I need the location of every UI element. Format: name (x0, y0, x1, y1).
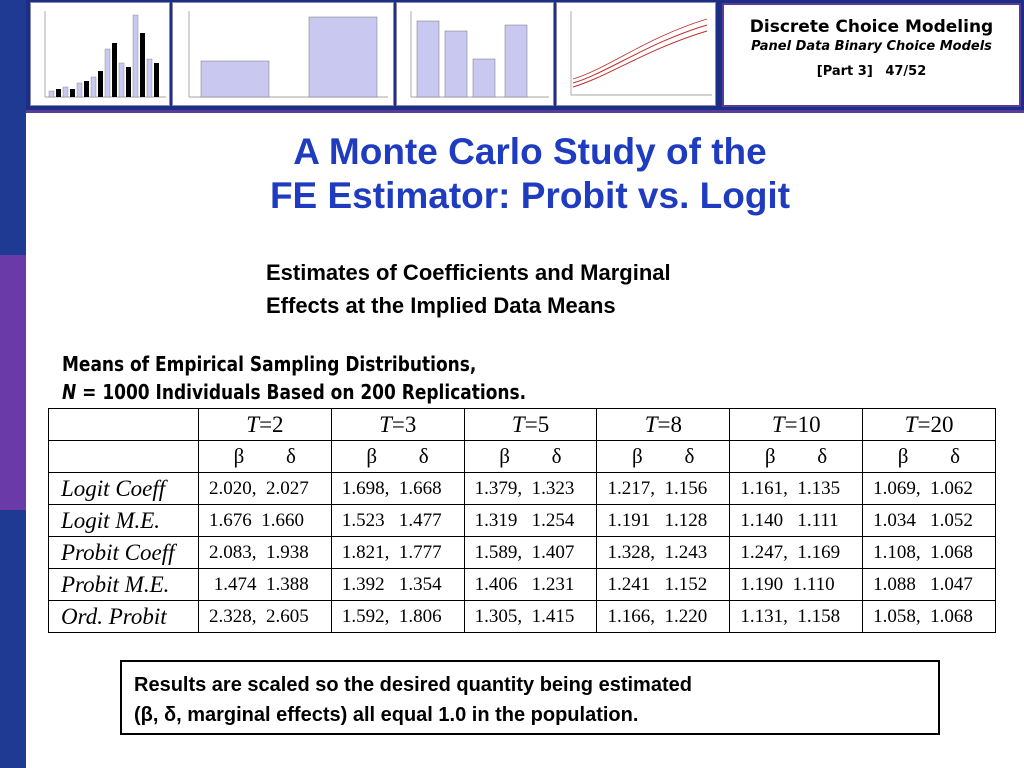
table-cell: 1.698, 1.668 (330, 472, 465, 505)
thumbnail-histogram-3 (396, 2, 554, 106)
slide-subheading: Estimates of Coefficients and Marginal E… (266, 256, 826, 322)
table-row-logit-coeff: Logit Coeff 2.020, 2.027 1.698, 1.668 1.… (48, 472, 996, 505)
table-caption-line2: N = 1000 Individuals Based on 200 Replic… (62, 378, 526, 406)
table-cell: 1.523 1.477 (330, 504, 465, 537)
table-row-probit-coeff: Probit Coeff 2.083, 1.938 1.821, 1.777 1… (48, 536, 996, 569)
table-cell: 1.131, 1.158 (729, 600, 864, 633)
table-cell: 1.474 1.388 (198, 568, 332, 601)
subheader-empty-cell (48, 440, 199, 473)
table-cell: 1.821, 1.777 (330, 536, 465, 569)
table-row-probit-me: Probit M.E. 1.474 1.388 1.392 1.354 1.40… (48, 568, 996, 601)
course-subtitle: Panel Data Binary Choice Models (751, 39, 992, 54)
note-line2: (β, δ, marginal effects) all equal 1.0 i… (134, 704, 639, 726)
table-cell: 1.676 1.660 (198, 504, 332, 537)
course-title: Discrete Choice Modeling (749, 17, 994, 37)
page-number: 47/52 (885, 64, 927, 79)
header-t10: T=10 (729, 408, 864, 441)
table-cell: 2.020, 2.027 (198, 472, 332, 505)
color-bar-top (0, 0, 26, 255)
thumbnail-line-plot-graphic (570, 11, 712, 96)
table-cell: 1.392 1.354 (330, 568, 465, 601)
results-note-box: Results are scaled so the desired quanti… (120, 660, 940, 735)
row-label: Probit Coeff (48, 536, 199, 569)
table-cell: 1.166, 1.220 (596, 600, 731, 633)
header-t20: T=20 (862, 408, 996, 441)
slide-title-line1: A Monte Carlo Study of the (293, 131, 767, 172)
table-cell: 1.589, 1.407 (463, 536, 598, 569)
table-cell: 1.379, 1.323 (463, 472, 598, 505)
table-cell: 1.088 1.047 (862, 568, 996, 601)
color-bar-middle (0, 255, 26, 510)
course-title-box: Discrete Choice Modeling Panel Data Bina… (722, 3, 1021, 107)
table-cell: 1.241 1.152 (596, 568, 731, 601)
note-line1: Results are scaled so the desired quanti… (134, 674, 692, 696)
header-divider (26, 110, 1024, 113)
slide-title: A Monte Carlo Study of the FE Estimator:… (150, 130, 910, 218)
table-cell: 1.319 1.254 (463, 504, 598, 537)
table-cell: 1.328, 1.243 (596, 536, 731, 569)
header-t8: T=8 (596, 408, 731, 441)
table-cell: 2.083, 1.938 (198, 536, 332, 569)
thumbnail-histogram-2-graphic (188, 11, 388, 98)
thumbnail-line-plot (556, 2, 716, 106)
table-cell: 1.108, 1.068 (862, 536, 996, 569)
table-header-row: T=2 T=3 T=5 T=8 T=10 T=20 (48, 408, 996, 441)
header-t5: T=5 (463, 408, 598, 441)
thumbnail-histogram-1 (30, 2, 170, 106)
row-label: Probit M.E. (48, 568, 199, 601)
header-empty-cell (48, 408, 199, 441)
table-caption-line1: Means of Empirical Sampling Distribution… (62, 352, 477, 376)
part-label: [Part 3] (816, 64, 873, 79)
subheading-line1: Estimates of Coefficients and Marginal (266, 260, 671, 285)
part-indicator: [Part 3] 47/52 (724, 64, 1019, 79)
table-cell: 1.058, 1.068 (862, 600, 996, 633)
table-cell: 1.190 1.110 (729, 568, 864, 601)
header-t3: T=3 (330, 408, 465, 441)
header-t2: T=2 (198, 408, 332, 441)
table-cell: 1.305, 1.415 (463, 600, 598, 633)
thumbnail-histogram-2 (172, 2, 394, 106)
left-color-bar (0, 0, 26, 768)
table-cell: 1.069, 1.062 (862, 472, 996, 505)
row-label: Ord. Probit (48, 600, 199, 633)
table-row-logit-me: Logit M.E. 1.676 1.660 1.523 1.477 1.319… (48, 504, 996, 537)
thumbnail-histogram-1-graphic (44, 11, 166, 98)
table-cell: 1.034 1.052 (862, 504, 996, 537)
slide-title-line2: FE Estimator: Probit vs. Logit (269, 175, 791, 216)
table-cell: 1.592, 1.806 (330, 600, 465, 633)
thumbnail-histogram-3-graphic (410, 11, 549, 98)
caption-n-symbol: N (62, 380, 77, 404)
caption-line2-text: = 1000 Individuals Based on 200 Replicat… (76, 380, 527, 404)
row-label: Logit M.E. (48, 504, 199, 537)
color-bar-bottom (0, 510, 26, 768)
table-caption: Means of Empirical Sampling Distribution… (62, 350, 526, 406)
table-cell: 1.161, 1.135 (729, 472, 864, 505)
table-row-ord-probit: Ord. Probit 2.328, 2.605 1.592, 1.806 1.… (48, 600, 996, 633)
table-cell: 2.328, 2.605 (198, 600, 332, 633)
subheading-line2: Effects at the Implied Data Means (266, 293, 616, 318)
table-cell: 1.140 1.111 (729, 504, 864, 537)
table-cell: 1.217, 1.156 (596, 472, 731, 505)
table-cell: 1.247, 1.169 (729, 536, 864, 569)
table-cell: 1.406 1.231 (463, 568, 598, 601)
table-cell: 1.191 1.128 (596, 504, 731, 537)
row-label: Logit Coeff (48, 472, 199, 505)
